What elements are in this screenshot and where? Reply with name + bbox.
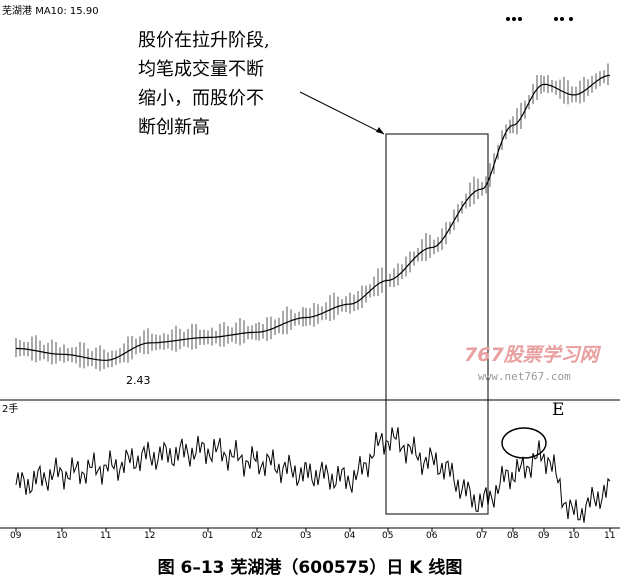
volume-unit-label: 2手 [2, 404, 19, 415]
callout-line: 断创新高 [138, 117, 210, 138]
highlight-box [385, 133, 489, 515]
month-tick-label: 11 [604, 531, 616, 541]
watermark-brand: 767股票学习网 [464, 344, 599, 366]
watermark-url: www.net767.com [478, 370, 571, 383]
volume-highlight-ellipse [501, 427, 547, 459]
top-marker-dots [506, 17, 573, 21]
month-tick-label: 11 [100, 531, 112, 541]
month-tick-label: 12 [144, 531, 156, 541]
ma10-line [16, 74, 611, 361]
low-price-label: 2.43 [126, 374, 151, 387]
month-tick-label: 02 [251, 531, 263, 541]
month-tick-label: 10 [568, 531, 580, 541]
month-tick-label: 01 [202, 531, 214, 541]
callout-arrow-head [376, 127, 384, 134]
callout-line: 缩小，而股价不 [138, 88, 264, 109]
month-tick-label: 07 [476, 531, 488, 541]
callout-line: 股价在拉升阶段, [138, 30, 270, 51]
e-marker-label: E [552, 400, 565, 420]
month-tick-label: 09 [538, 531, 550, 541]
callout-arrow-line [299, 91, 385, 135]
callout-text: 股价在拉升阶段, 均笔成交量不断 缩小，而股价不 断创新高 [138, 26, 308, 142]
price-panel [15, 63, 611, 372]
month-tick-label: 09 [10, 531, 22, 541]
month-tick-label: 04 [344, 531, 356, 541]
volume-panel [15, 427, 611, 523]
month-tick-label: 06 [426, 531, 438, 541]
stock-name: 芜湖港 [2, 6, 32, 17]
chart-header: 芜湖港 MA10: 15.90 [2, 2, 99, 17]
month-tick-label: 08 [507, 531, 519, 541]
month-tick-label: 10 [56, 531, 68, 541]
ma-label: MA10: 15.90 [35, 6, 99, 17]
month-tick-label: 03 [300, 531, 312, 541]
figure-caption: 图 6–13 芜湖港（600575）日 K 线图 [157, 558, 463, 578]
callout-line: 均笔成交量不断 [138, 59, 264, 80]
volume-line [15, 427, 611, 523]
month-tick-label: 05 [382, 531, 394, 541]
